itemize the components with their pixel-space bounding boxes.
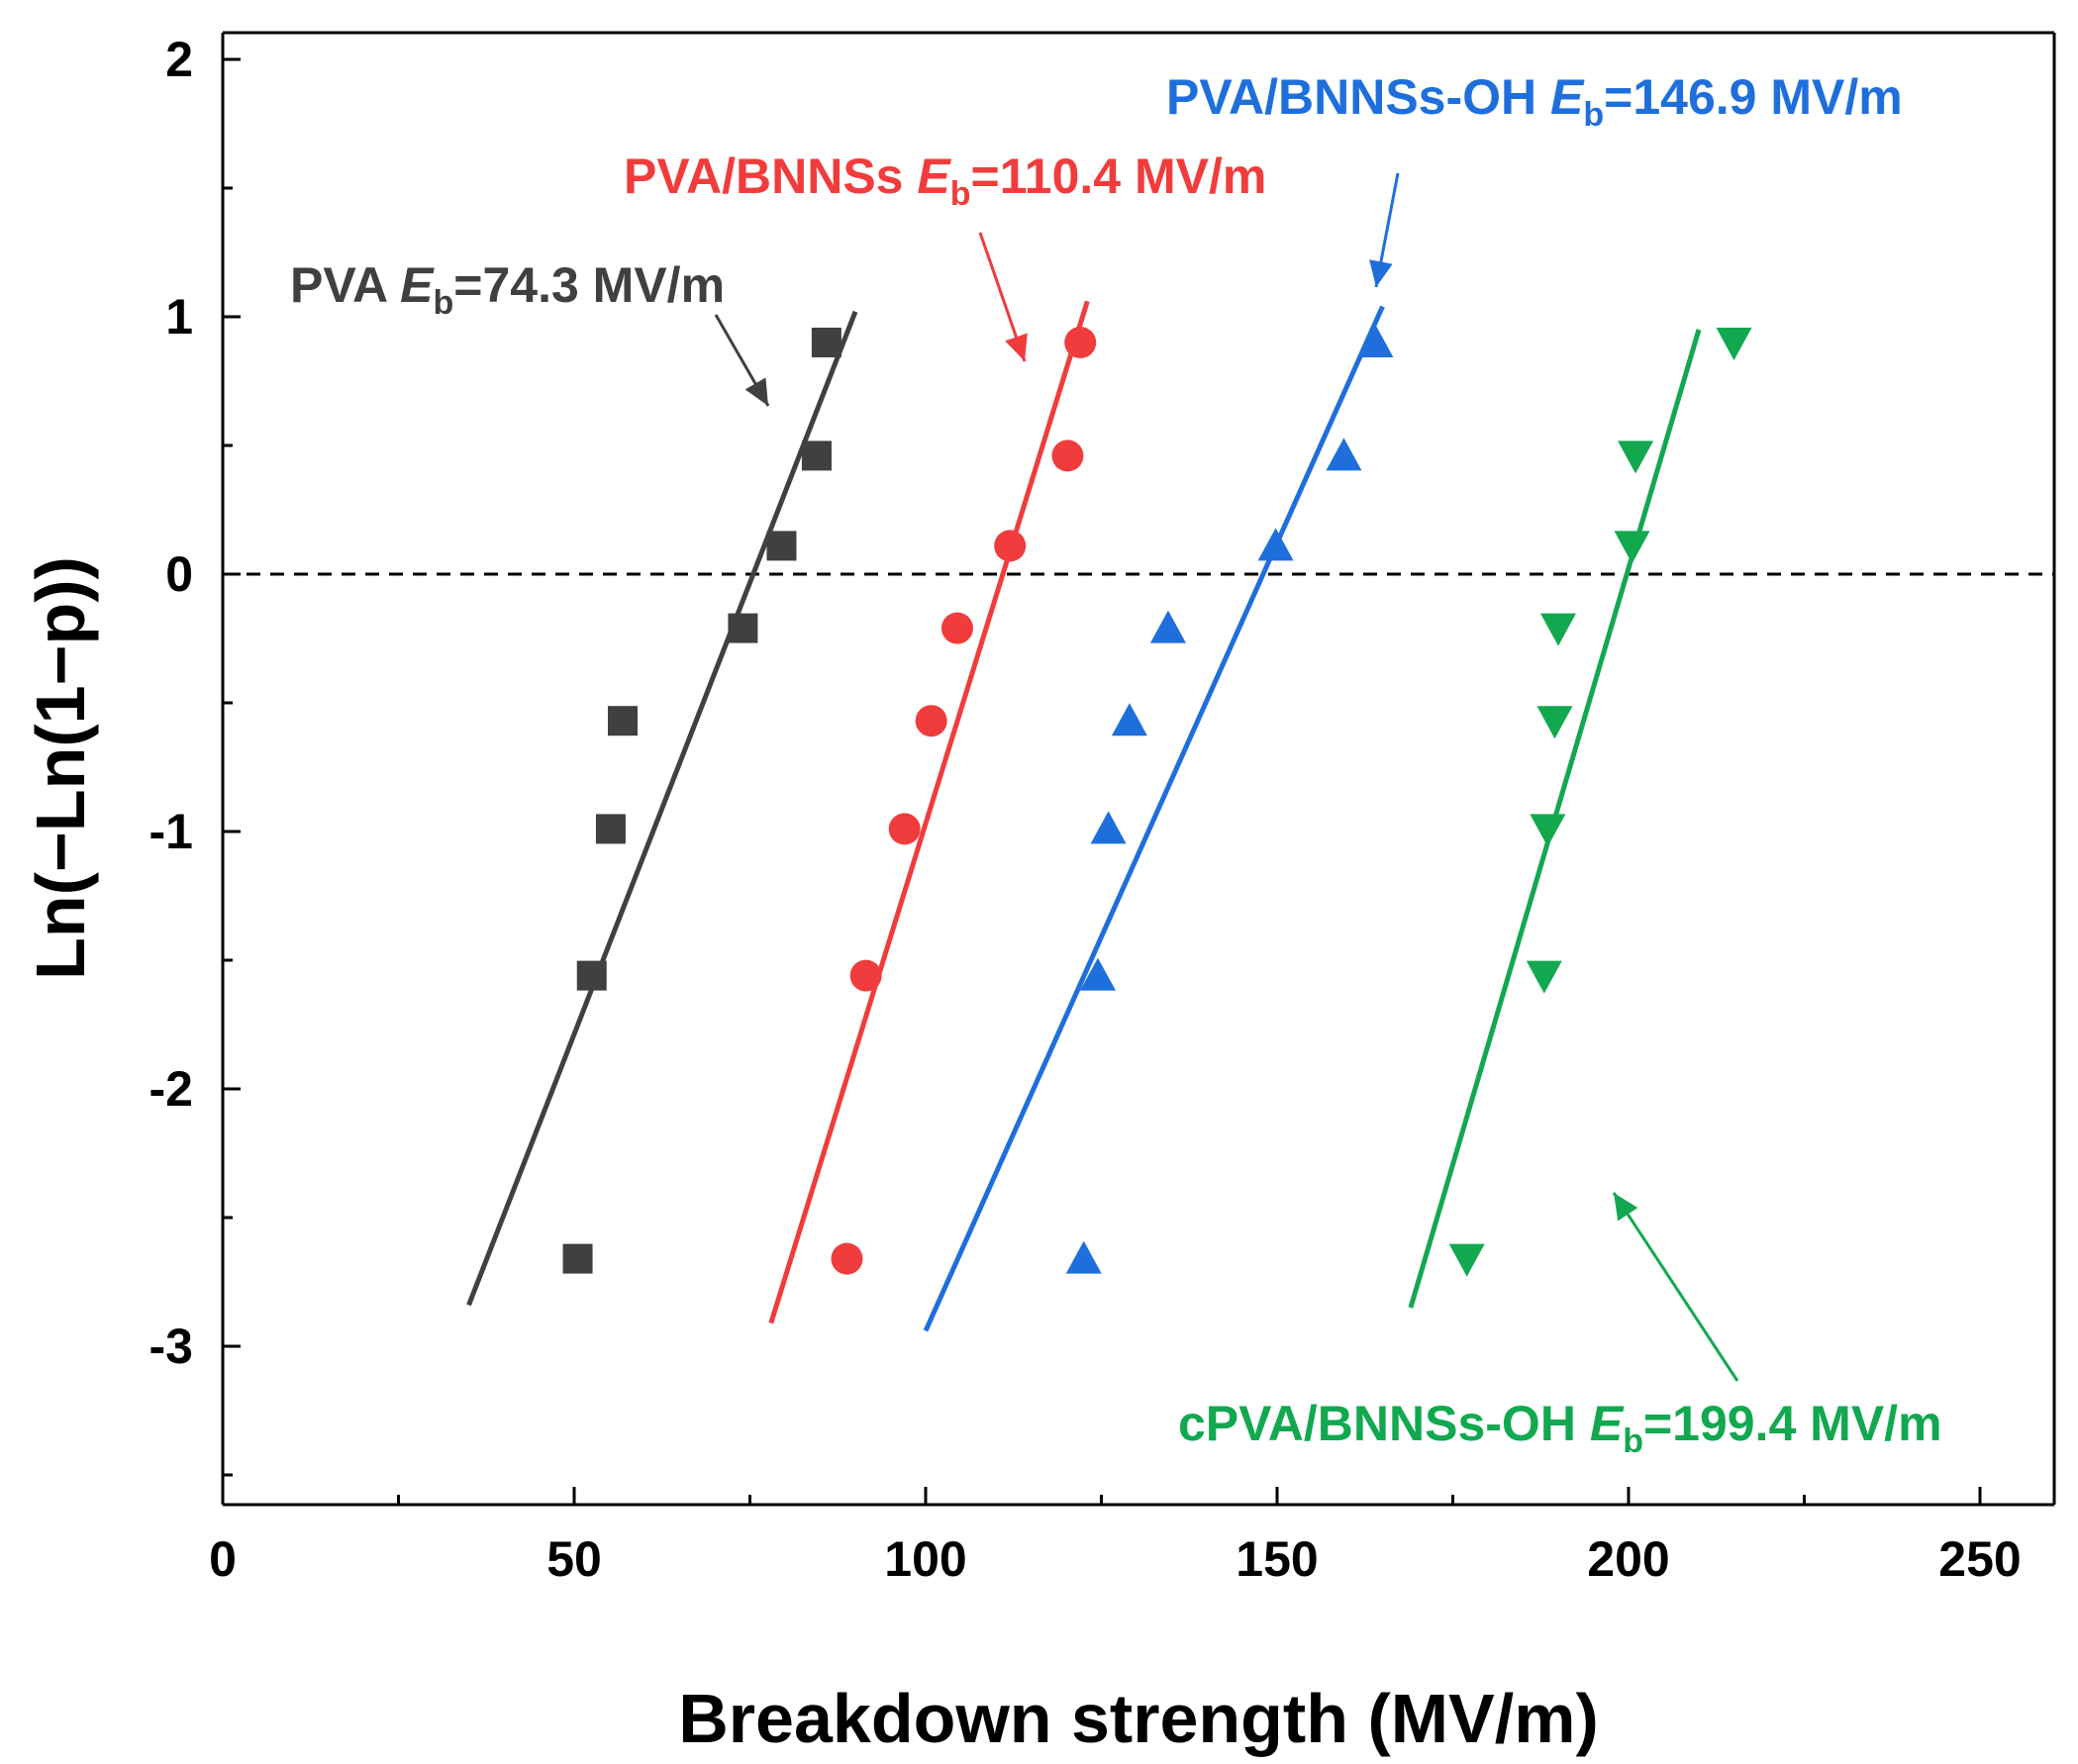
data-point bbox=[1716, 328, 1752, 360]
data-point bbox=[1530, 814, 1566, 847]
data-point bbox=[1448, 1243, 1485, 1277]
data-point bbox=[801, 441, 832, 471]
annotation-cpva-bnnss-oh-value: =199.4 MV/m bbox=[1643, 1396, 1942, 1451]
annotation-pva-bnnss-oh: PVA/BNNSs-OH Eb=146.9 MV/m bbox=[1166, 69, 1903, 288]
x-tick-label: 100 bbox=[884, 1531, 966, 1587]
eb-subscript: b bbox=[1583, 96, 1604, 134]
data-point bbox=[766, 531, 797, 561]
x-axis-title: Breakdown strength (MV/m) bbox=[678, 1680, 1599, 1757]
fit-lines bbox=[466, 300, 1702, 1332]
annotation-cpva-bnnss-oh-name: cPVA/BNNSs-OH bbox=[1178, 1396, 1590, 1451]
annotation-pva-bnnss-oh-value: =146.9 MV/m bbox=[1604, 69, 1903, 125]
svg-text:PVA Eb=74.3 MV/m: PVA Eb=74.3 MV/m bbox=[290, 257, 725, 322]
eb-subscript: b bbox=[434, 284, 454, 322]
annotation-pva-bnnss-value: =110.4 MV/m bbox=[971, 148, 1267, 204]
eb-subscript: b bbox=[1623, 1422, 1643, 1460]
data-point bbox=[849, 959, 882, 992]
annotation-pva-name: PVA bbox=[290, 257, 400, 313]
data-point bbox=[1526, 960, 1562, 994]
data-point bbox=[1540, 613, 1576, 646]
eb-symbol: E bbox=[1590, 1396, 1625, 1451]
y-tick-label: 1 bbox=[165, 289, 193, 344]
data-point bbox=[940, 612, 973, 644]
svg-text:PVA/BNNSs-OH Eb=146.9 MV/m: PVA/BNNSs-OH Eb=146.9 MV/m bbox=[1166, 69, 1903, 134]
y-tick-label: -2 bbox=[149, 1061, 193, 1117]
arrow-head-icon bbox=[744, 377, 768, 406]
annotation-pva-value: =74.3 MV/m bbox=[453, 257, 725, 313]
data-point bbox=[595, 814, 626, 844]
y-tick-label: -1 bbox=[149, 804, 193, 859]
data-point bbox=[1051, 440, 1084, 472]
data-point bbox=[888, 813, 921, 845]
annotation-pva: PVA Eb=74.3 MV/m bbox=[290, 257, 770, 407]
svg-text:cPVA/BNNSs-OH Eb=199.4 MV/m: cPVA/BNNSs-OH Eb=199.4 MV/m bbox=[1178, 1396, 1942, 1460]
data-point bbox=[1065, 1240, 1102, 1274]
x-tick-label: 250 bbox=[1938, 1531, 2021, 1587]
x-tick-label: 50 bbox=[546, 1531, 602, 1587]
y-axis-ticks: -3 -2 -1 0 1 2 bbox=[149, 32, 241, 1477]
eb-symbol: E bbox=[1550, 69, 1585, 125]
data-point bbox=[1079, 957, 1116, 991]
data-point bbox=[1149, 610, 1186, 643]
plot-frame bbox=[221, 31, 2056, 1507]
x-tick-label: 200 bbox=[1587, 1531, 1669, 1587]
data-point bbox=[1257, 528, 1294, 561]
arrow-head-icon bbox=[1369, 259, 1393, 287]
data-point bbox=[915, 705, 947, 737]
data-point bbox=[1111, 703, 1147, 736]
data-point bbox=[1090, 811, 1127, 844]
data-point bbox=[1357, 325, 1394, 357]
annotation-pva-bnnss: PVA/BNNSs Eb=110.4 MV/m bbox=[624, 148, 1266, 362]
data-point bbox=[576, 960, 607, 991]
annotation-pva-bnnss-oh-name: PVA/BNNSs-OH bbox=[1166, 69, 1550, 125]
y-axis-title: Ln(−Ln(1−p)) bbox=[22, 556, 99, 980]
data-point bbox=[1064, 327, 1097, 358]
y-tick-label: 0 bbox=[165, 546, 193, 602]
eb-symbol: E bbox=[400, 257, 435, 313]
annotation-pva-bnnss-name: PVA/BNNSs bbox=[624, 148, 917, 204]
data-point bbox=[607, 706, 638, 736]
x-tick-label: 150 bbox=[1236, 1531, 1318, 1587]
data-point bbox=[831, 1242, 863, 1275]
fit-line-pva-bnnss bbox=[768, 300, 1090, 1324]
data-point bbox=[1536, 706, 1573, 739]
data-markers bbox=[562, 325, 1752, 1277]
arrow-head-icon bbox=[1005, 333, 1028, 361]
data-point bbox=[1326, 438, 1362, 471]
y-tick-label: 2 bbox=[165, 32, 193, 87]
y-tick-label: -3 bbox=[149, 1319, 193, 1374]
x-tick-label: 0 bbox=[209, 1531, 237, 1587]
x-axis-ticks: 0 50 100 150 200 250 bbox=[209, 1487, 2022, 1587]
data-point bbox=[728, 613, 758, 643]
annotation-cpva-bnnss-oh: cPVA/BNNSs-OH Eb=199.4 MV/m bbox=[1178, 1192, 1942, 1460]
data-point bbox=[994, 530, 1027, 562]
data-point bbox=[1614, 531, 1650, 564]
svg-text:PVA/BNNSs Eb=110.4 MV/m: PVA/BNNSs Eb=110.4 MV/m bbox=[624, 148, 1266, 213]
eb-subscript: b bbox=[950, 175, 971, 213]
arrow-head-icon bbox=[1614, 1193, 1638, 1222]
arrow-cpva-bnnss-oh bbox=[1612, 1192, 1739, 1382]
fit-line-pva bbox=[466, 310, 858, 1307]
fit-line-pva-bnnss-oh bbox=[923, 305, 1385, 1332]
data-point bbox=[811, 328, 841, 357]
eb-symbol: E bbox=[917, 148, 951, 204]
data-point bbox=[562, 1243, 593, 1274]
data-point bbox=[1618, 441, 1654, 474]
